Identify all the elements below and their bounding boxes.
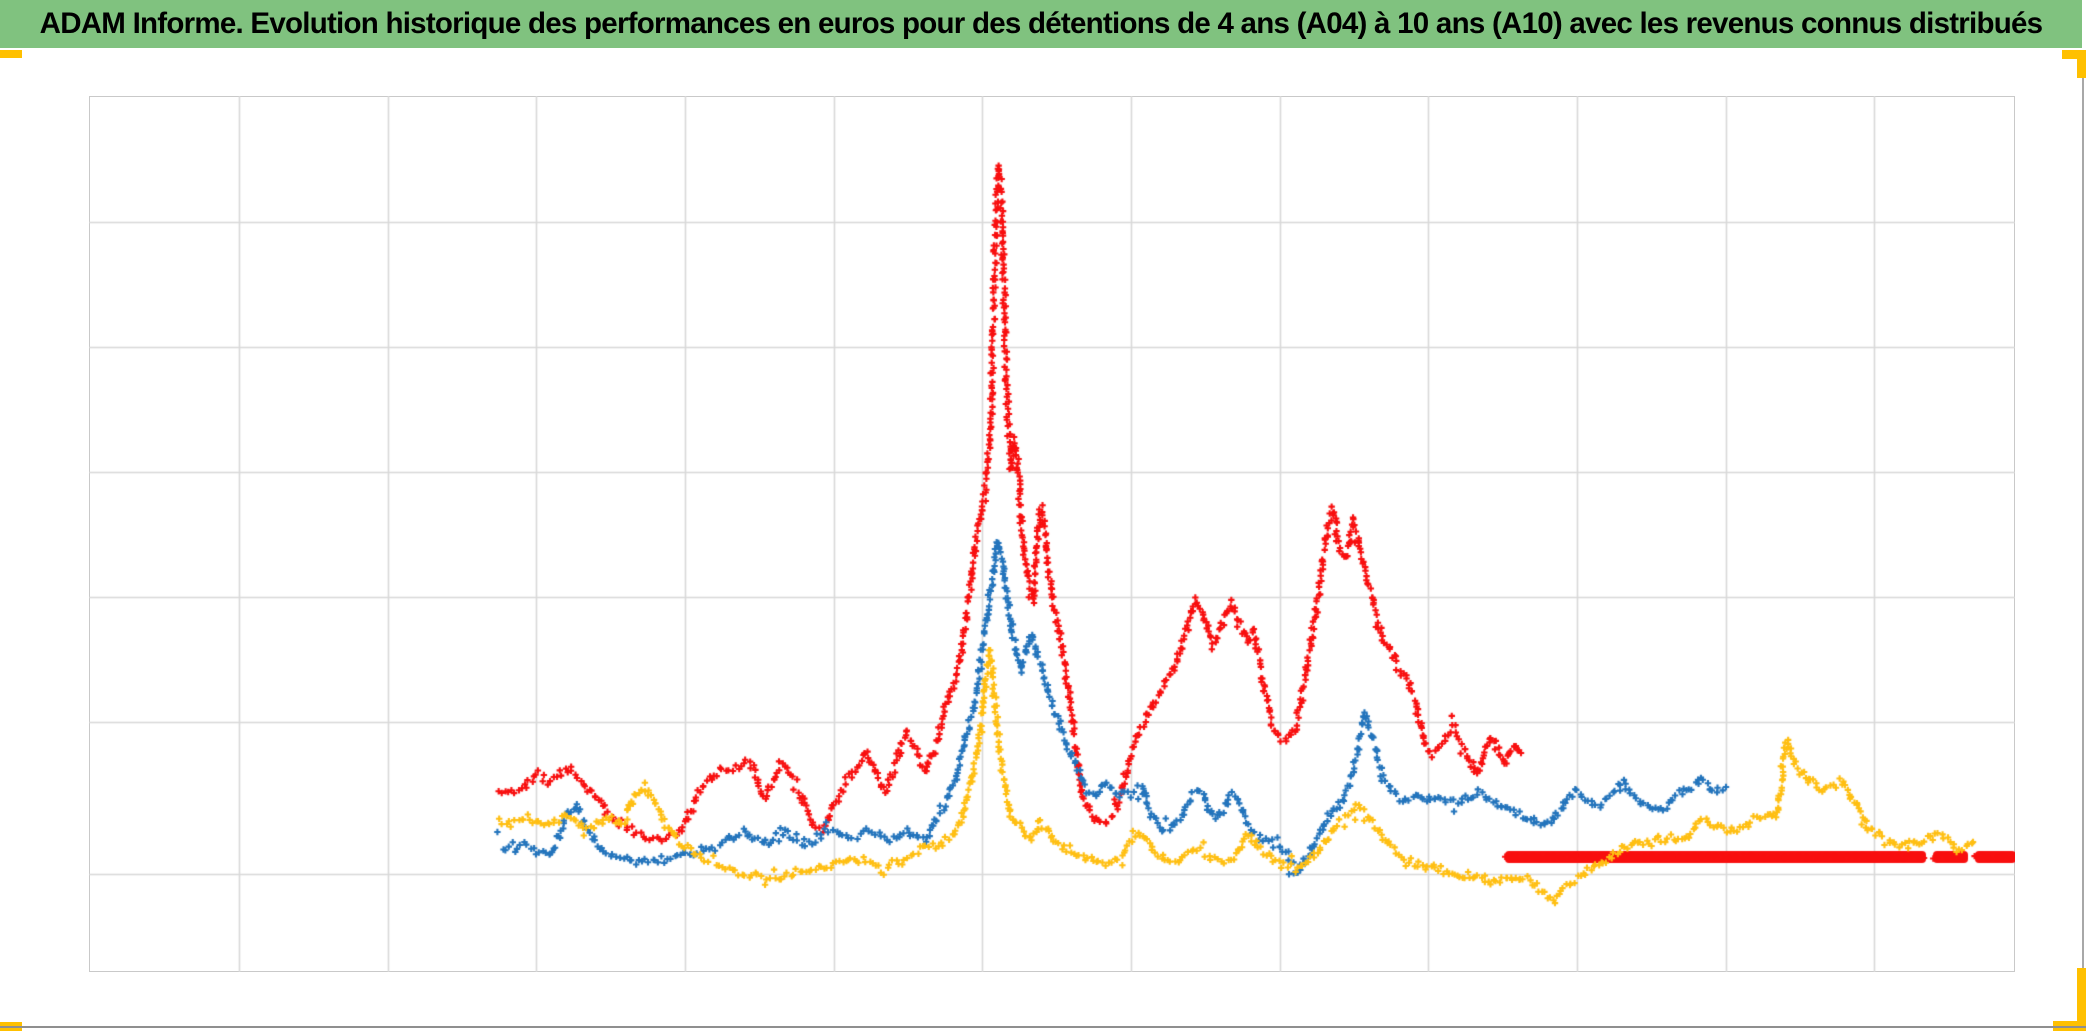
page-edge-line-right bbox=[2082, 78, 2084, 968]
corner-accent-top-right-horizontal bbox=[2062, 50, 2086, 59]
corner-accent-top-left bbox=[0, 50, 22, 58]
scatter-chart-canvas bbox=[89, 96, 2015, 972]
page-edge-line-bottom bbox=[0, 1026, 2086, 1028]
header-bar: ADAM Informe. Evolution historique des p… bbox=[0, 0, 2082, 48]
page-title: ADAM Informe. Evolution historique des p… bbox=[39, 7, 2043, 40]
corner-accent-bottom-right-vertical bbox=[2077, 968, 2086, 1031]
corner-accent-top-right-vertical bbox=[2077, 50, 2086, 78]
